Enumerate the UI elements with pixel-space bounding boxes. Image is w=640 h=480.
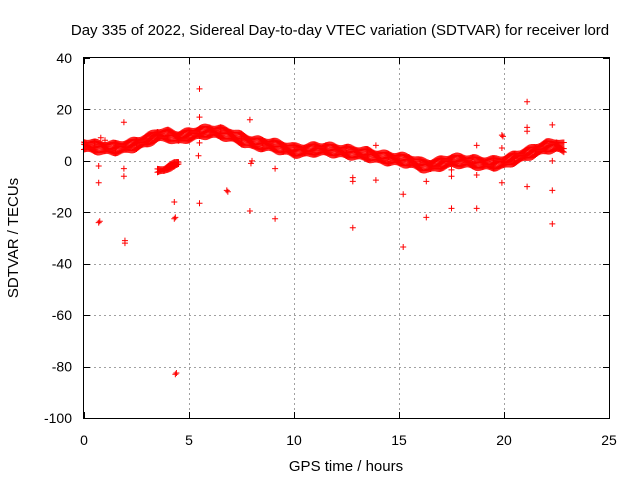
- data-point: [498, 132, 505, 139]
- data-point: [175, 159, 182, 166]
- x-tick-label: 25: [601, 432, 617, 448]
- data-point: [549, 157, 556, 164]
- x-tick-label: 15: [391, 432, 407, 448]
- data-point: [247, 160, 254, 167]
- data-point: [224, 188, 231, 195]
- data-point: [448, 205, 455, 212]
- data-point: [498, 179, 505, 186]
- data-point: [560, 145, 567, 152]
- data-point: [120, 119, 127, 126]
- y-tick-label: -60: [52, 307, 72, 323]
- data-point: [95, 219, 102, 226]
- y-tick-label: -40: [52, 256, 72, 272]
- y-tick-label: 40: [56, 50, 72, 66]
- x-axis-label: GPS time / hours: [289, 458, 403, 475]
- chart-title: Day 335 of 2022, Sidereal Day-to-day VTE…: [71, 22, 609, 39]
- data-point: [97, 134, 104, 141]
- data-point: [473, 205, 480, 212]
- data-point: [96, 218, 103, 225]
- data-point: [171, 215, 178, 222]
- data-point: [172, 371, 179, 378]
- data-point: [549, 220, 556, 227]
- data-point: [95, 179, 102, 186]
- data-point: [120, 173, 127, 180]
- x-tick-label: 20: [496, 432, 512, 448]
- data-point: [121, 240, 128, 247]
- data-points: [81, 85, 567, 378]
- data-point: [372, 177, 379, 184]
- data-point: [473, 142, 480, 149]
- data-point: [102, 137, 108, 144]
- x-tick-label: 5: [185, 432, 193, 448]
- data-point: [196, 85, 203, 92]
- data-point: [196, 139, 203, 146]
- y-tick-label: 20: [56, 101, 72, 117]
- data-point: [448, 173, 455, 180]
- data-point: [349, 178, 356, 185]
- x-tick-label: 10: [286, 432, 302, 448]
- y-tick-label: -80: [52, 359, 72, 375]
- data-point: [499, 133, 506, 140]
- data-point: [173, 370, 180, 376]
- data-point: [549, 187, 556, 194]
- data-point: [223, 187, 230, 194]
- data-point: [95, 163, 102, 169]
- data-point: [524, 98, 531, 105]
- data-point: [195, 152, 202, 159]
- data-point: [372, 142, 379, 149]
- data-point: [171, 199, 178, 205]
- y-tick-label: 0: [64, 153, 72, 169]
- plot-border: [83, 57, 610, 419]
- y-tick-label: -20: [52, 204, 72, 220]
- data-point: [473, 172, 480, 178]
- x-tick-label: 0: [80, 432, 88, 448]
- data-point: [448, 166, 455, 173]
- data-point: [400, 191, 407, 198]
- data-point: [249, 157, 255, 164]
- data-point: [172, 214, 179, 221]
- data-point: [272, 165, 279, 172]
- y-axis-label: SDTVAR / TECUs: [5, 178, 22, 298]
- grid-lines: [84, 58, 609, 418]
- data-point: [196, 114, 203, 121]
- data-point: [423, 214, 430, 221]
- data-point: [498, 145, 505, 151]
- y-tick-label: -100: [44, 410, 72, 426]
- data-point: [196, 200, 203, 207]
- data-point: [349, 224, 356, 231]
- data-point: [549, 121, 556, 128]
- data-point: [524, 183, 531, 190]
- data-point: [400, 244, 407, 250]
- data-point: [120, 165, 127, 172]
- data-point: [524, 128, 531, 135]
- data-point: [272, 215, 279, 222]
- data-point: [246, 208, 253, 214]
- data-point: [246, 116, 253, 123]
- data-point: [560, 139, 567, 146]
- data-point: [423, 178, 430, 185]
- axis-ticks: 0 5 10 15 20 25 -100 -80 -60 -40 -20 0 20 40: [44, 50, 617, 448]
